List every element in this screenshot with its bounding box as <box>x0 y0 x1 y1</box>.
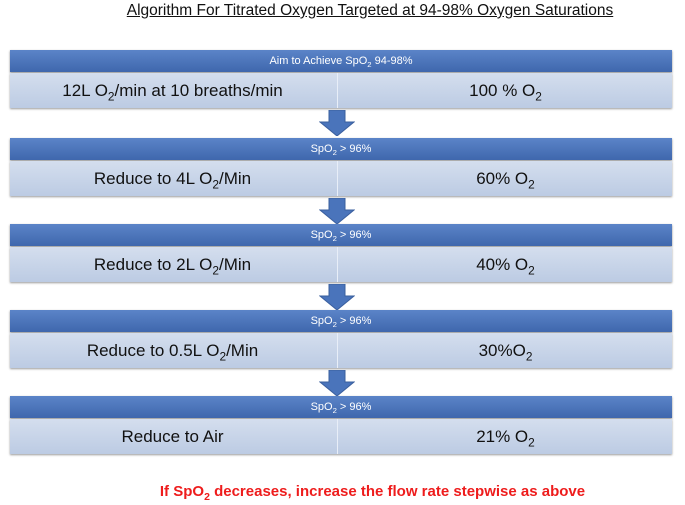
subscript: 2 <box>528 435 535 450</box>
flow-cell: Reduce to 2L O2/Min <box>10 247 335 282</box>
text: SpO <box>310 229 333 241</box>
text: > 96% <box>336 143 372 155</box>
flow-cell: 12L O2/min at 10 breaths/min <box>10 73 335 108</box>
fio2-cell: 60% O2 <box>337 161 673 196</box>
subscript: 2 <box>528 263 535 278</box>
text: decreases, increase the flow rate stepwi… <box>209 483 586 500</box>
text: Aim to Achieve SpO <box>269 55 368 67</box>
down-arrow <box>319 110 355 136</box>
subscript: 2 <box>212 177 219 192</box>
text: > 96% <box>336 229 372 241</box>
subscript: 2 <box>332 148 337 158</box>
step-row: 12L O2/min at 10 breaths/min 100 % O2 <box>10 73 672 108</box>
text: 12L O <box>62 81 108 100</box>
step-row: Reduce to 0.5L O2/Min 30%O2 <box>10 333 672 368</box>
text: SpO <box>310 143 333 155</box>
step-row: Reduce to 2L O2/Min 40% O2 <box>10 247 672 282</box>
flow-cell: Reduce to 4L O2/Min <box>10 161 335 196</box>
text: 100 % O <box>469 81 536 100</box>
text: /Min <box>226 341 259 360</box>
text: 60% O <box>476 169 529 188</box>
step-header: Aim to Achieve SpO2 94-98% <box>10 50 672 72</box>
text: SpO <box>310 401 333 413</box>
text: /min at 10 breaths/min <box>114 81 283 100</box>
text: > 96% <box>336 401 372 413</box>
step-header: SpO2 > 96% <box>10 396 672 418</box>
subscript: 2 <box>204 491 210 503</box>
subscript: 2 <box>219 349 227 364</box>
text: 94-98% <box>371 55 413 67</box>
subscript: 2 <box>212 263 219 278</box>
flow-cell: Reduce to Air <box>10 419 335 454</box>
text: 40% O <box>476 255 529 274</box>
subscript: 2 <box>367 60 372 70</box>
step-header: SpO2 > 96% <box>10 310 672 332</box>
text: Reduce to Air <box>121 427 224 446</box>
text: 30%O <box>478 341 526 360</box>
text: 21% O <box>476 427 529 446</box>
step-row: Reduce to 4L O2/Min 60% O2 <box>10 161 672 196</box>
text: Reduce to 4L O <box>93 169 213 188</box>
text: If SpO <box>159 483 205 500</box>
text: /Min <box>218 169 252 188</box>
subscript: 2 <box>535 89 542 104</box>
fio2-cell: 30%O2 <box>337 333 673 368</box>
text: Reduce to 2L O <box>93 255 213 274</box>
fio2-cell: 40% O2 <box>337 247 673 282</box>
text: SpO <box>310 315 333 327</box>
title: Algorithm For Titrated Oxygen Targeted a… <box>126 2 614 19</box>
subscript: 2 <box>525 349 533 364</box>
text: /Min <box>218 255 252 274</box>
step-header: SpO2 > 96% <box>10 138 672 160</box>
subscript: 2 <box>332 234 337 244</box>
fio2-cell: 100 % O2 <box>337 73 673 108</box>
text: > 96% <box>336 315 372 327</box>
subscript: 2 <box>332 320 337 330</box>
down-arrow <box>319 370 355 396</box>
text: Reduce to 0.5L O <box>86 341 220 360</box>
step-header: SpO2 > 96% <box>10 224 672 246</box>
footer-note: If SpO2 decreases, increase the flow rat… <box>0 483 685 503</box>
subscript: 2 <box>107 89 115 104</box>
step-row: Reduce to Air 21% O2 <box>10 419 672 454</box>
down-arrow <box>319 284 355 310</box>
subscript: 2 <box>528 177 535 192</box>
fio2-cell: 21% O2 <box>337 419 673 454</box>
flow-cell: Reduce to 0.5L O2/Min <box>10 333 335 368</box>
down-arrow <box>319 198 355 224</box>
subscript: 2 <box>332 406 337 416</box>
